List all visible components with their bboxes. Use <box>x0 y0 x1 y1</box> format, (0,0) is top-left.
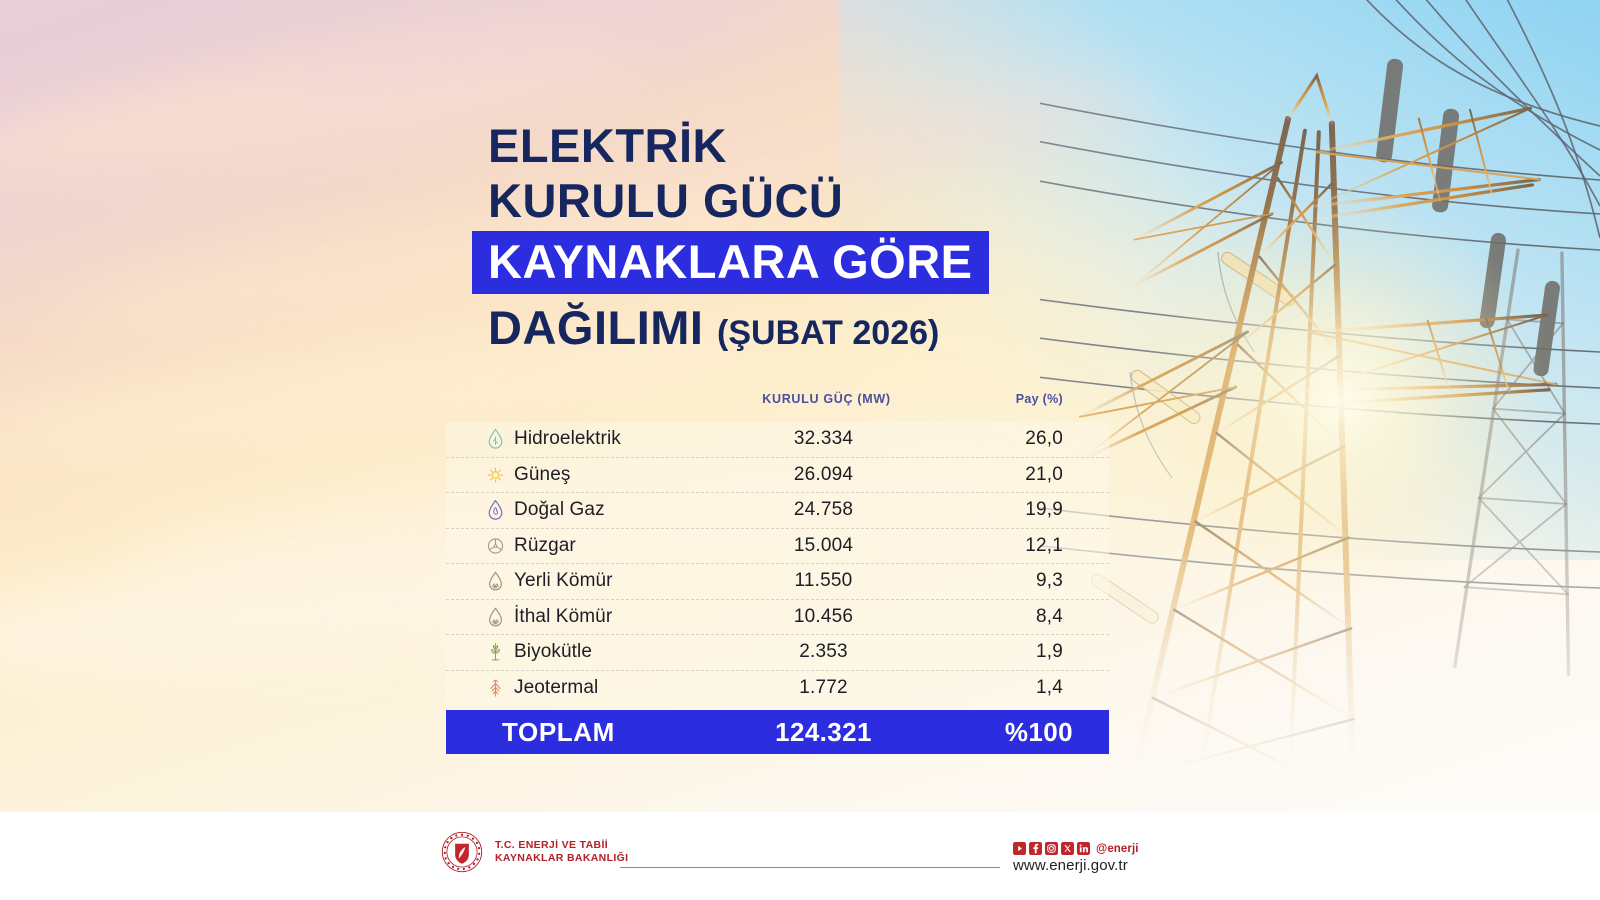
row-source-label: Yerli Kömür <box>514 570 613 592</box>
row-source-label: Hidroelektrik <box>514 428 621 450</box>
youtube-icon[interactable] <box>1013 842 1026 855</box>
table-body: Hidroelektrik 32.334 26,0 <box>446 422 1109 706</box>
row-source-cell: Güneş <box>486 464 716 486</box>
row-source-cell: Biyokütle <box>486 641 716 663</box>
ministry-name: T.C. ENERJİ VE TABİİ KAYNAKLAR BAKANLIĞI <box>495 839 628 865</box>
wind-turbine-icon <box>487 538 504 554</box>
total-capacity: 124.321 <box>775 716 872 747</box>
header-capacity: KURULU GÜÇ (MW) <box>762 392 891 406</box>
title-line-2: KURULU GÜCÜ <box>488 174 844 227</box>
title-line-4: DAĞILIMI (ŞUBAT 2026) <box>488 300 989 361</box>
total-row: TOPLAM 124.321 %100 <box>446 710 1109 754</box>
row-source-cell: Rüzgar <box>486 535 716 557</box>
coal-icon <box>489 571 502 591</box>
ministry-emblem-icon <box>441 831 483 873</box>
transmission-tower-image <box>1040 0 1600 812</box>
row-capacity-cell: 1.772 <box>799 677 848 699</box>
social-icons: @enerji <box>1013 842 1139 855</box>
table-row: Jeotermal 1.772 1,4 <box>446 671 1109 707</box>
table-row: Yerli Kömür 11.550 9,3 <box>446 564 1109 600</box>
row-capacity-cell: 10.456 <box>793 605 854 627</box>
row-capacity-cell: 24.758 <box>793 499 854 521</box>
row-capacity-cell: 26.094 <box>793 463 854 485</box>
social-handle[interactable]: @enerji <box>1096 842 1139 855</box>
table-row: Rüzgar 15.004 12,1 <box>446 529 1109 564</box>
gas-flame-icon <box>488 499 503 520</box>
ministry-logo: T.C. ENERJİ VE TABİİ KAYNAKLAR BAKANLIĞI <box>440 830 628 874</box>
x-twitter-icon[interactable] <box>1061 842 1074 855</box>
coal-icon <box>489 607 502 627</box>
title-period: (ŞUBAT 2026) <box>717 314 940 352</box>
total-share: %100 <box>1004 716 1073 747</box>
facebook-icon[interactable] <box>1029 842 1042 855</box>
water-drop-icon <box>488 428 503 449</box>
row-share-cell: 9,3 <box>1035 570 1063 592</box>
table-row: Hidroelektrik 32.334 26,0 <box>446 422 1109 458</box>
ministry-name-line-2: KAYNAKLAR BAKANLIĞI <box>495 852 629 864</box>
row-share-cell: 1,4 <box>1035 677 1063 699</box>
instagram-icon[interactable] <box>1045 842 1058 855</box>
row-share-cell: 26,0 <box>1025 428 1063 450</box>
header-share: Pay (%) <box>1015 392 1063 406</box>
biomass-icon <box>491 643 500 661</box>
row-source-label: Güneş <box>514 463 571 485</box>
table-row: Biyokütle 2.353 1,9 <box>446 635 1109 671</box>
row-share-cell: 21,0 <box>1025 463 1063 485</box>
table-row: Doğal Gaz 24.758 19,9 <box>446 493 1109 529</box>
row-source-cell: Doğal Gaz <box>486 499 716 521</box>
row-share-cell: 8,4 <box>1035 605 1063 627</box>
total-label: TOPLAM <box>502 716 615 747</box>
row-capacity-cell: 15.004 <box>793 534 854 556</box>
row-share-cell: 1,9 <box>1035 641 1063 663</box>
ministry-name-line-1: T.C. ENERJİ VE TABİİ <box>495 839 608 851</box>
row-source-cell: Hidroelektrik <box>486 428 716 450</box>
title-line-1: ELEKTRİK <box>488 119 727 172</box>
title-line-3-highlight: KAYNAKLARA GÖRE <box>472 231 989 294</box>
footer-divider <box>620 867 1000 868</box>
website-url[interactable]: www.enerji.gov.tr <box>1013 857 1128 874</box>
row-source-label: Doğal Gaz <box>514 499 605 521</box>
row-source-cell: Yerli Kömür <box>486 570 716 592</box>
table-header-row: KURULU GÜÇ (MW) Pay (%) <box>446 392 1109 422</box>
table-row: Güneş 26.094 21,0 <box>446 458 1109 493</box>
geothermal-icon <box>490 679 501 697</box>
title-line-4-text: DAĞILIMI <box>488 301 704 354</box>
social-block: @enerji www.enerji.gov.tr <box>1013 842 1139 874</box>
row-share-cell: 19,9 <box>1025 499 1063 521</box>
table-row: İthal Kömür 10.456 8,4 <box>446 600 1109 635</box>
linkedin-icon[interactable] <box>1077 842 1090 855</box>
row-source-label: Biyokütle <box>514 641 592 663</box>
capacity-table: KURULU GÜÇ (MW) Pay (%) Hidroelektrik 32… <box>446 392 1109 754</box>
sun-icon <box>487 467 504 483</box>
row-capacity-cell: 11.550 <box>794 570 853 592</box>
row-share-cell: 12,1 <box>1025 534 1063 556</box>
row-capacity-cell: 2.353 <box>799 641 848 663</box>
row-source-label: Rüzgar <box>514 534 576 556</box>
row-source-label: İthal Kömür <box>514 605 613 627</box>
row-source-label: Jeotermal <box>514 677 599 699</box>
row-source-cell: İthal Kömür <box>486 606 716 628</box>
row-source-cell: Jeotermal <box>486 677 716 699</box>
page-title: ELEKTRİK KURULU GÜCÜ KAYNAKLARA GÖRE DAĞ… <box>472 118 989 361</box>
row-capacity-cell: 32.334 <box>793 428 854 450</box>
footer: T.C. ENERJİ VE TABİİ KAYNAKLAR BAKANLIĞI <box>0 812 1600 900</box>
